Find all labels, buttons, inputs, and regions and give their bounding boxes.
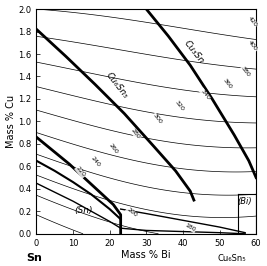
Text: Cu₆Sn₅: Cu₆Sn₅ [104, 70, 130, 100]
Text: 280: 280 [130, 128, 141, 140]
Text: Cu₃Sn: Cu₃Sn [182, 38, 206, 65]
Text: 360: 360 [221, 77, 233, 89]
Text: 420: 420 [247, 15, 258, 28]
Text: 180: 180 [184, 223, 197, 233]
Text: 240: 240 [89, 156, 101, 168]
Text: Cu₆Sn₅: Cu₆Sn₅ [217, 254, 246, 263]
Text: 260: 260 [108, 142, 119, 155]
Text: (Bi): (Bi) [238, 197, 253, 206]
Text: 220: 220 [75, 166, 86, 178]
Text: Sn: Sn [27, 253, 42, 263]
X-axis label: Mass % Bi: Mass % Bi [121, 251, 171, 260]
Y-axis label: Mass % Cu: Mass % Cu [6, 95, 15, 148]
Text: 320: 320 [174, 99, 185, 112]
Text: (Sn): (Sn) [75, 206, 93, 215]
Text: 340: 340 [199, 88, 210, 101]
Text: 300: 300 [152, 113, 163, 125]
Text: 400: 400 [247, 40, 258, 52]
Text: 200: 200 [125, 207, 138, 218]
Text: 380: 380 [239, 66, 251, 78]
